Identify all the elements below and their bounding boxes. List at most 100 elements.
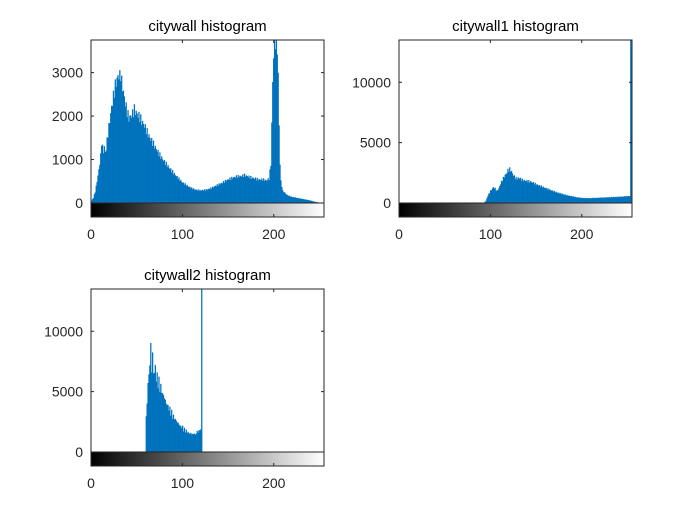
histogram-bar xyxy=(292,197,294,203)
histogram-bar xyxy=(106,137,108,203)
histogram-bar xyxy=(606,197,608,203)
histogram-bar xyxy=(206,189,208,203)
histogram-bar xyxy=(615,196,617,203)
histogram-bar xyxy=(595,197,597,203)
histogram-bar xyxy=(617,196,619,203)
histogram-bar xyxy=(186,432,188,452)
histogram-bar xyxy=(302,199,304,203)
histogram-bar xyxy=(188,186,190,203)
histogram-bar xyxy=(600,197,602,203)
histogram-bar xyxy=(182,182,185,203)
histogram-bar xyxy=(182,182,184,203)
histogram-bar xyxy=(236,178,238,203)
histogram-bar xyxy=(174,418,176,452)
histogram-bar xyxy=(505,173,507,203)
histogram-bar xyxy=(532,182,535,203)
histogram-bar xyxy=(254,177,257,203)
histogram-bar xyxy=(287,195,289,203)
histogram-bar xyxy=(565,195,567,203)
histogram-bar xyxy=(626,196,628,203)
histogram-bar xyxy=(155,381,157,452)
histogram-bar xyxy=(94,192,96,203)
histogram-bar xyxy=(609,197,611,203)
y-tick-label: 5000 xyxy=(52,384,83,400)
histogram-bar xyxy=(629,196,631,203)
histogram-bar xyxy=(592,198,595,203)
axes-box xyxy=(398,39,633,218)
histogram-bar xyxy=(111,105,113,203)
histogram-bar xyxy=(173,172,176,203)
histogram-bar xyxy=(570,196,572,203)
histogram-bar xyxy=(171,409,173,452)
histogram-bar xyxy=(591,198,593,203)
histogram-bar xyxy=(555,191,557,203)
histogram-bar xyxy=(275,40,278,203)
histogram-bar xyxy=(621,196,623,203)
histogram-bar xyxy=(199,430,201,452)
histogram-bar xyxy=(98,169,100,203)
histogram-bar xyxy=(237,174,239,203)
histogram-bar xyxy=(621,196,624,203)
histogram-bar xyxy=(121,91,124,203)
histogram-bar xyxy=(276,54,278,203)
histogram-bar xyxy=(608,197,610,203)
histogram-bar xyxy=(187,431,189,452)
histogram-bar xyxy=(574,196,576,203)
histogram-bar xyxy=(564,194,566,203)
histogram-bar xyxy=(217,185,219,203)
histogram-bar xyxy=(604,197,606,203)
histogram-bar xyxy=(296,197,298,203)
histogram-bar xyxy=(211,188,213,203)
histogram-bar xyxy=(278,125,280,203)
histogram-bar xyxy=(581,198,584,203)
histogram-bar xyxy=(101,145,103,203)
histogram-bar xyxy=(177,179,179,203)
histogram-bar xyxy=(561,193,564,203)
histogram-bar xyxy=(540,185,543,203)
histogram-bar xyxy=(147,382,149,452)
histogram-bar xyxy=(224,179,227,203)
histogram-bar xyxy=(134,115,136,203)
histogram-bar xyxy=(535,185,537,203)
histogram-bar xyxy=(99,164,101,203)
histogram-bar xyxy=(311,200,313,203)
histogram-bar xyxy=(111,105,114,203)
histogram-bar xyxy=(197,432,199,452)
histogram-bar xyxy=(534,182,536,203)
histogram-bar xyxy=(590,198,592,203)
histogram-bar xyxy=(108,123,110,203)
histogram-bar xyxy=(552,191,555,203)
histogram-bar xyxy=(182,431,185,452)
histogram-bar xyxy=(169,406,171,452)
histogram-bar xyxy=(616,197,618,203)
histogram-bar xyxy=(115,86,117,203)
histogram-bar xyxy=(522,181,525,203)
histogram-bar xyxy=(263,181,266,203)
histogram-bar xyxy=(291,197,293,203)
histogram-bar xyxy=(131,117,133,203)
histogram-bar xyxy=(559,193,561,203)
histogram-bar xyxy=(310,200,312,203)
histogram-bar xyxy=(161,159,164,203)
histogram-bar xyxy=(178,424,180,452)
histogram-bar xyxy=(168,167,170,203)
histogram-bar xyxy=(567,195,569,203)
histogram-bar xyxy=(293,197,295,203)
histogram-bar xyxy=(212,186,214,203)
plot-area xyxy=(91,289,324,466)
histogram-bar xyxy=(561,194,563,203)
histogram-bar xyxy=(157,388,159,452)
histogram-bar xyxy=(306,200,308,203)
histogram-bar xyxy=(569,196,571,203)
histogram-bar xyxy=(280,180,282,203)
histogram-bar xyxy=(536,184,538,203)
histogram-bar xyxy=(147,137,149,203)
histogram-bar xyxy=(93,194,95,203)
histogram-bar xyxy=(232,178,234,203)
histogram-bar xyxy=(620,196,622,203)
histogram-bar xyxy=(293,197,296,203)
x-tick-label: 100 xyxy=(171,475,195,491)
histogram-bar xyxy=(578,197,580,203)
histogram-bar xyxy=(175,176,177,203)
histogram-bar xyxy=(154,364,156,452)
